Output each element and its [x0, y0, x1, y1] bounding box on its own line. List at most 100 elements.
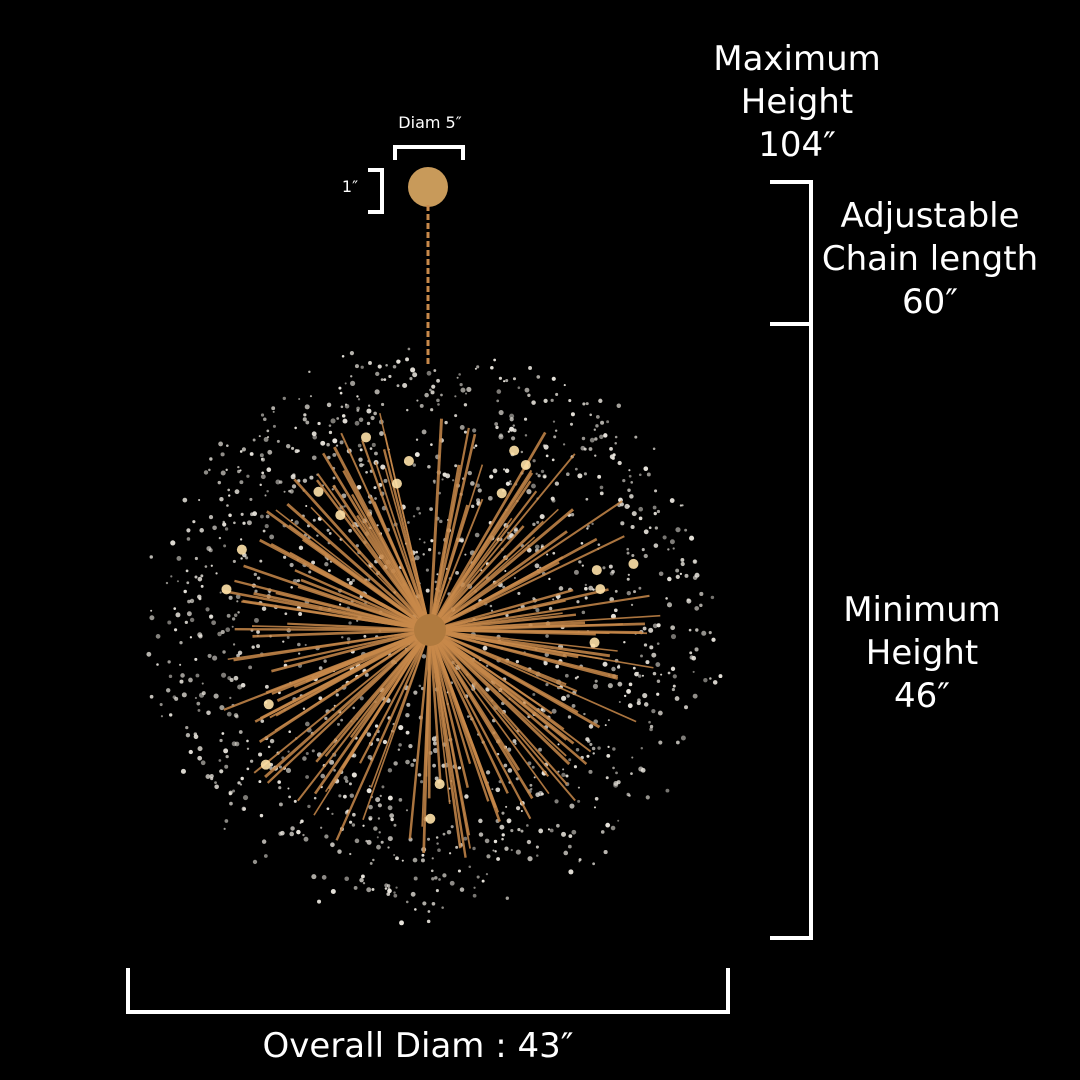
crystal-bead [581, 436, 586, 441]
crystal-bead [501, 811, 505, 815]
crystal-bead [146, 651, 152, 657]
crystal-bead [194, 696, 198, 700]
crystal-bead [239, 469, 242, 472]
brass-rod [428, 629, 509, 794]
crystal-bead [296, 829, 301, 835]
crystal-bead [337, 722, 341, 726]
crystal-bead [570, 412, 575, 417]
crystal-bead [642, 626, 647, 631]
crystal-bead [155, 634, 161, 639]
crystal-bead [512, 428, 517, 433]
crystal-bead [595, 424, 599, 428]
crystal-bead [449, 880, 455, 886]
crystal-bead [503, 468, 506, 471]
crystal-bead [459, 537, 464, 543]
crystal-bead [320, 773, 326, 779]
crystal-bead [464, 392, 468, 395]
crystal-bead [436, 398, 440, 403]
crystal-bead [188, 677, 193, 683]
crystal-bead [321, 875, 327, 880]
label-line: 104″ [758, 125, 836, 166]
crystal-bead [264, 684, 269, 689]
crystal-bead [413, 690, 418, 695]
crystal-bead [324, 562, 329, 567]
crystal-bead [448, 787, 451, 790]
crystal-bead [507, 430, 511, 433]
crystal-bead [242, 521, 246, 525]
crystal-bead [402, 383, 408, 389]
crystal-bead [509, 413, 515, 419]
crystal-bead [675, 527, 681, 533]
crystal-bead [205, 774, 211, 780]
crystal-bead [291, 446, 295, 450]
crystal-bead [523, 417, 528, 421]
crystal-bead [456, 376, 459, 379]
crystal-bead [240, 557, 243, 560]
crystal-bead [354, 420, 360, 426]
crystal-bead [358, 457, 363, 462]
crystal-bead [340, 718, 344, 722]
crystal-bead [284, 612, 288, 616]
crystal-bead [473, 886, 476, 889]
crystal-bead [425, 588, 430, 593]
crystal-bead [212, 655, 218, 661]
brass-rod [301, 538, 431, 632]
crystal-bead [414, 908, 417, 911]
crystal-bead [631, 553, 635, 558]
crystal-bead [526, 824, 529, 827]
chain-length-label: Adjustable Chain length 60″ [822, 195, 1038, 325]
crystal-bead [610, 613, 616, 619]
crystal-bead [323, 659, 327, 663]
crystal-bead [368, 785, 371, 788]
crystal-bead [501, 833, 505, 837]
crystal-bead [179, 640, 183, 645]
crystal-bead [349, 793, 355, 798]
brass-rod [428, 464, 461, 631]
crystal-bead [669, 498, 675, 503]
crystal-bead [552, 420, 556, 423]
crystal-bead [457, 766, 462, 770]
crystal-bead [410, 891, 416, 897]
crystal-bead [588, 585, 594, 591]
crystal-bead [656, 509, 661, 514]
crystal-bead [562, 443, 566, 446]
crystal-bead [237, 781, 241, 785]
crystal-bead [441, 906, 444, 909]
crystal-bead [390, 817, 394, 822]
crystal-bead [292, 473, 296, 477]
bulb [496, 488, 507, 499]
crystal-bead [692, 693, 698, 699]
crystal-bead [433, 369, 437, 372]
crystal-bead [227, 488, 231, 492]
crystal-bead [212, 525, 217, 531]
crystal-bead [194, 556, 198, 561]
crystal-bead [349, 351, 355, 356]
bulb [509, 445, 520, 456]
crystal-bead [331, 812, 334, 815]
crystal-bead [309, 475, 314, 480]
crystal-bead [626, 551, 630, 555]
crystal-bead [407, 521, 410, 524]
crystal-bead [512, 424, 515, 427]
crystal-bead [186, 528, 191, 533]
crystal-bead [611, 666, 616, 672]
crystal-bead [383, 478, 388, 483]
crystal-bead [200, 574, 204, 578]
crystal-bead [563, 384, 566, 387]
crystal-bead [182, 497, 188, 503]
crystal-bead [410, 367, 416, 373]
crystal-bead [651, 708, 656, 714]
crystal-bead [669, 539, 675, 545]
crystal-bead [168, 713, 173, 717]
crystal-bead [569, 803, 575, 809]
crystal-bead [352, 812, 356, 817]
crystal-bead [197, 708, 201, 712]
crystal-bead [311, 455, 317, 461]
crystal-bead [586, 754, 590, 758]
crystal-bead [550, 398, 554, 402]
crystal-bead [591, 746, 596, 751]
crystal-bead [233, 713, 239, 718]
crystal-bead [397, 748, 401, 751]
crystal-bead [239, 480, 244, 485]
brass-rod [429, 628, 575, 745]
